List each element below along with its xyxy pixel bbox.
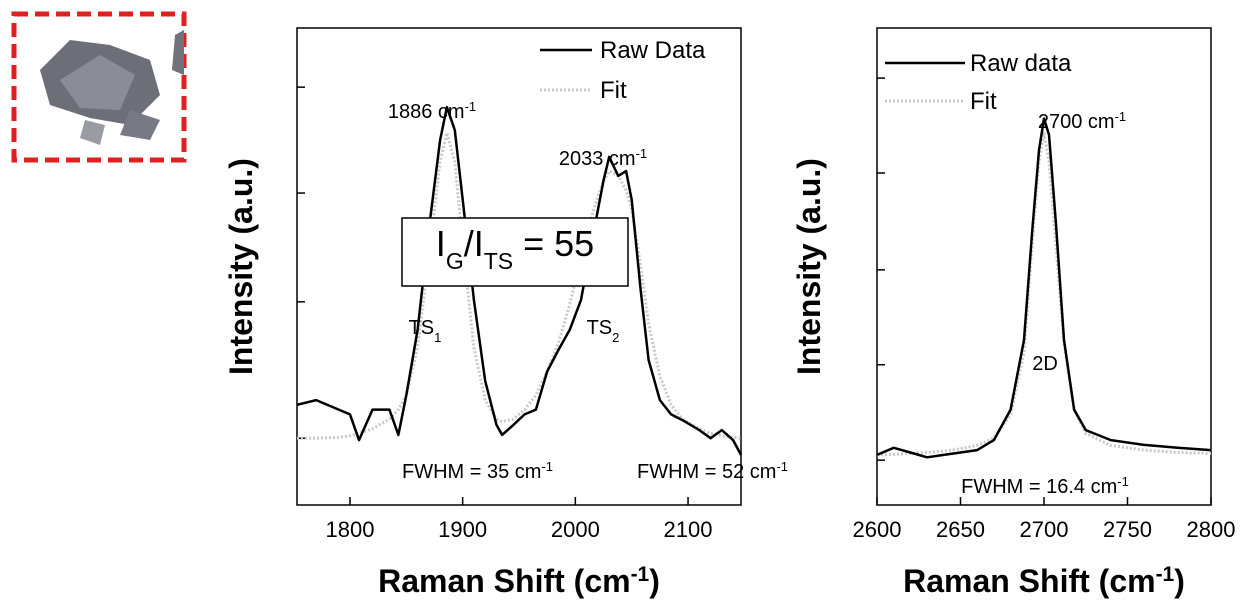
- series-line: [296, 105, 743, 456]
- x-tick-label: 2800: [1187, 517, 1236, 542]
- x-axis-label: Raman Shift (cm-1): [903, 563, 1185, 600]
- text-part: ): [649, 563, 660, 599]
- annotation: 2033 cm-1: [559, 146, 647, 171]
- text-part: 1886 cm: [388, 101, 465, 123]
- text-part: 2D: [1032, 353, 1058, 375]
- text-part: -1: [776, 459, 788, 474]
- text-part: -1: [1115, 109, 1127, 124]
- annotation: FWHM = 16.4 cm-1: [961, 474, 1129, 499]
- flake: [172, 30, 184, 75]
- text-part: = 55: [513, 223, 594, 264]
- legend-label: Raw data: [970, 50, 1072, 77]
- legend-label: Fit: [600, 77, 627, 104]
- text-part: -1: [631, 563, 650, 586]
- x-tick-label: 2600: [853, 517, 902, 542]
- legend-label: Raw Data: [600, 37, 706, 64]
- sample-photo: [11, 11, 187, 163]
- text-part: -1: [636, 146, 648, 161]
- x-axis-label: Raman Shift (cm-1): [378, 563, 660, 600]
- text-part: FWHM = 35 cm: [402, 461, 541, 483]
- x-tick-label: 1900: [438, 517, 487, 542]
- text-part: -1: [541, 459, 553, 474]
- text-part: TS: [409, 317, 435, 339]
- series-line: [297, 131, 742, 440]
- x-tick-label: 2000: [551, 517, 600, 542]
- flake: [120, 110, 160, 140]
- annotation: TS1: [409, 317, 442, 345]
- x-tick-label: 2650: [936, 517, 985, 542]
- y-axis-label: Intensity (a.u.): [791, 158, 827, 375]
- text-part: Raman Shift (cm: [903, 563, 1155, 599]
- plot-frame: [296, 27, 742, 506]
- text-part: FWHM = 52 cm: [637, 461, 776, 483]
- series-line: [876, 117, 1212, 459]
- text-part: 2700 cm: [1038, 111, 1115, 133]
- annotation: 2700 cm-1: [1038, 109, 1126, 134]
- text-part: G: [446, 248, 464, 274]
- legend-label: Fit: [970, 88, 997, 115]
- annotation: IG/ITS = 55: [436, 223, 594, 274]
- text-part: /I: [464, 223, 484, 264]
- text-part: 2033 cm: [559, 148, 636, 170]
- text-part: 2: [612, 330, 619, 345]
- flake: [60, 55, 135, 110]
- annotation: FWHM = 35 cm-1: [402, 459, 553, 484]
- x-tick-label: 1800: [325, 517, 374, 542]
- annotation: 2D: [1032, 353, 1058, 375]
- text-part: -1: [1117, 474, 1129, 489]
- plot-frame: [876, 27, 1212, 506]
- text-part: ): [1174, 563, 1185, 599]
- annotation: TS2: [587, 317, 620, 345]
- text-part: 1: [434, 330, 441, 345]
- text-part: TS: [484, 248, 513, 274]
- annotation-box: [401, 217, 629, 287]
- x-tick-label: 2700: [1020, 517, 1069, 542]
- annotation: FWHM = 52 cm-1: [637, 459, 788, 484]
- series-line: [876, 131, 1212, 457]
- x-tick-label: 2750: [1103, 517, 1152, 542]
- y-axis-label: Intensity (a.u.): [223, 158, 259, 375]
- text-part: I: [436, 223, 446, 264]
- annotation: 1886 cm-1: [388, 99, 476, 124]
- text-part: -1: [465, 99, 477, 114]
- x-tick-label: 2100: [664, 517, 713, 542]
- text-part: Raman Shift (cm: [378, 563, 630, 599]
- text-part: TS: [587, 317, 613, 339]
- text-part: FWHM = 16.4 cm: [961, 476, 1117, 498]
- text-part: -1: [1156, 563, 1175, 586]
- flake: [80, 120, 105, 145]
